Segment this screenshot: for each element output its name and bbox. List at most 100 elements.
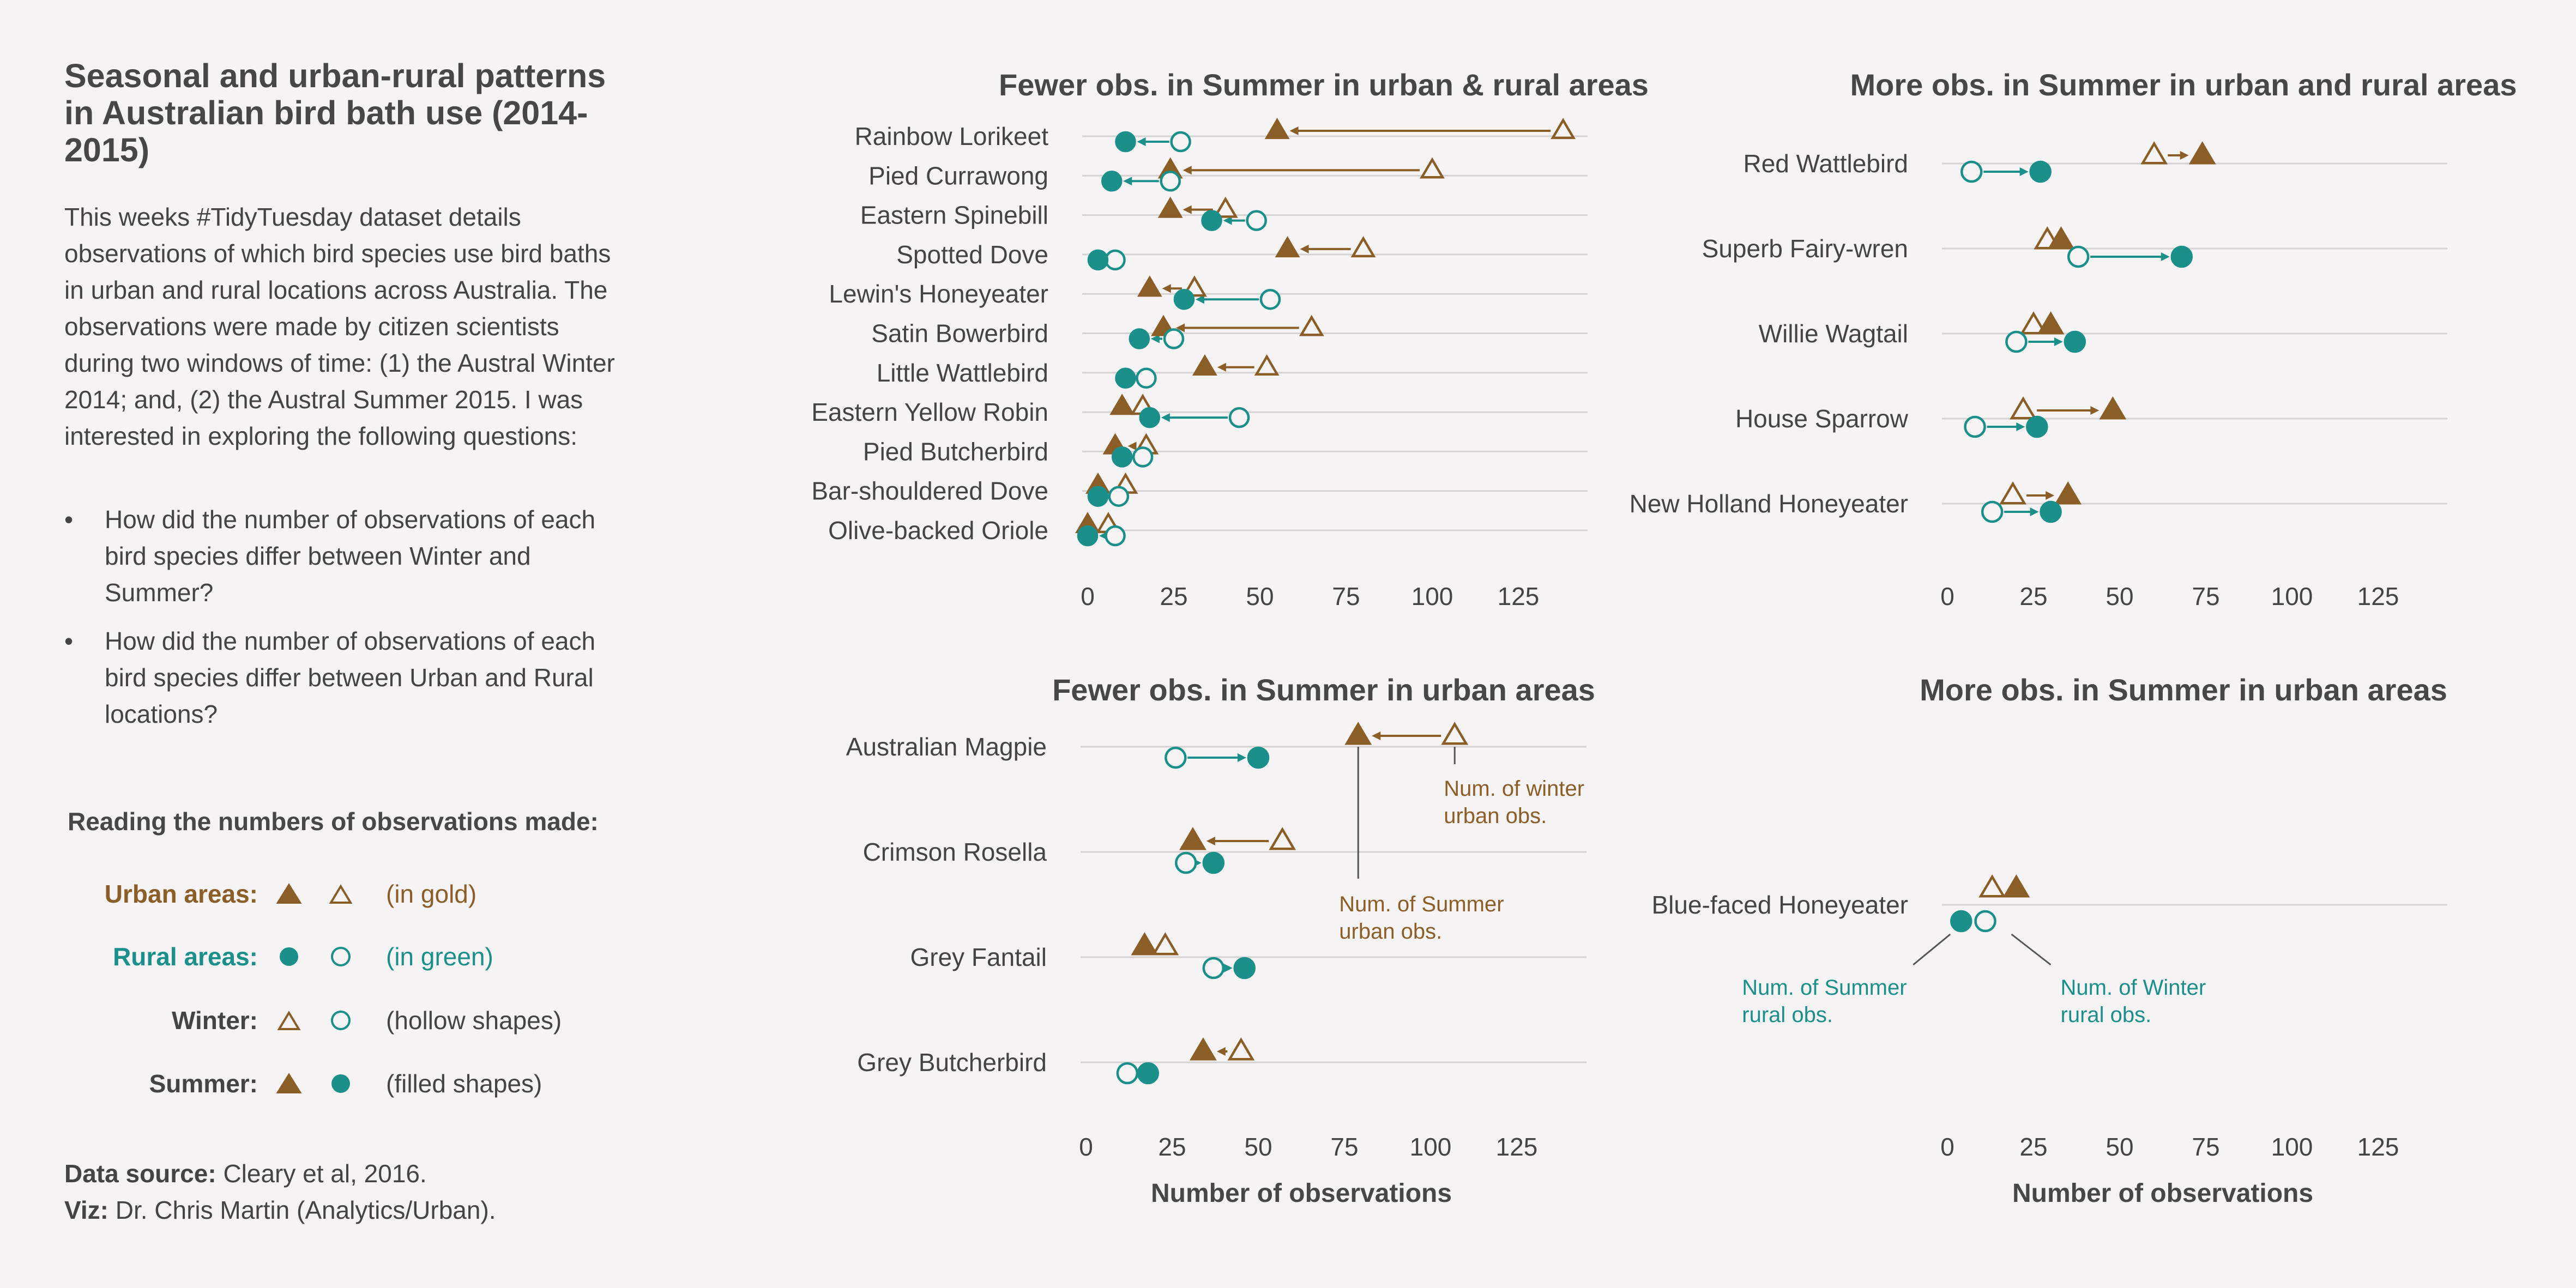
rural-winter-mark: [1259, 288, 1281, 310]
rural-summer-mark: [1950, 910, 1972, 933]
rural-winter-mark: [1960, 160, 1983, 183]
hollow-circle-icon: [331, 1011, 351, 1030]
x-tick-label: 125: [1496, 1133, 1538, 1161]
urban-winter-mark: [1212, 196, 1238, 218]
urban-winter-mark: [1227, 1037, 1255, 1061]
urban-arrow-head: [2180, 151, 2189, 160]
filled-triangle-icon: [276, 1073, 302, 1093]
chart-title: More obs. in Summer in urban and rural a…: [1850, 68, 2517, 102]
urban-winter-mark: [1350, 236, 1376, 258]
x-tick-label: 75: [1330, 1133, 1358, 1161]
x-tick-label: 0: [1940, 1133, 1954, 1161]
legend-row-rural: Rural areas: (in green): [0, 938, 627, 976]
x-tick-label: 0: [1079, 1133, 1093, 1161]
bird-label: Eastern Spinebill: [860, 201, 1048, 229]
urban-summer-mark: [1192, 354, 1217, 376]
rural-summer-mark: [1139, 407, 1161, 428]
urban-winter-mark: [1551, 118, 1576, 140]
rural-summer-mark: [2040, 500, 2062, 523]
bird-label: Olive-backed Oriole: [828, 516, 1048, 545]
bird-label: Lewin's Honeyeater: [829, 280, 1048, 308]
bird-label: Pied Currawong: [868, 161, 1048, 190]
urban-summer-mark: [1109, 394, 1135, 415]
x-tick-label: 0: [1081, 582, 1095, 610]
x-tick-label: 100: [1411, 582, 1453, 610]
urban-winter-mark: [1269, 827, 1296, 850]
rural-summer-mark: [1087, 249, 1109, 271]
rural-summer-mark: [1087, 486, 1109, 507]
rural-summer-mark: [2029, 160, 2052, 183]
bird-label: Satin Bowerbird: [871, 319, 1048, 348]
urban-winter-mark: [2020, 311, 2047, 335]
bird-label: Superb Fairy-wren: [1702, 234, 1908, 263]
urban-arrow-head: [1127, 442, 1137, 451]
rural-summer-mark: [1173, 288, 1195, 310]
urban-arrow-head: [2090, 406, 2100, 415]
urban-winter-mark: [1441, 722, 1469, 745]
urban-summer-mark: [1344, 722, 1372, 745]
rural-winter-mark: [1105, 525, 1126, 547]
urban-summer-mark: [2002, 874, 2030, 898]
filled-circle-icon: [331, 1074, 350, 1093]
legend-label-urban: Urban areas:: [104, 880, 258, 908]
urban-arrow-head: [1216, 1047, 1226, 1056]
rural-arrow-head: [2016, 422, 2025, 431]
bird-label: House Sparrow: [1735, 404, 1909, 433]
callout-line-winter-rural: [2011, 933, 2052, 966]
x-axis-label: Number of observations: [2012, 1179, 2313, 1208]
rural-summer-mark: [2170, 245, 2193, 268]
urban-summer-mark: [2047, 226, 2075, 250]
urban-arrow-head: [1217, 362, 1226, 372]
filled-triangle-icon: [276, 883, 302, 904]
urban-summer-mark: [1275, 236, 1300, 258]
urban-summer-mark: [1137, 275, 1162, 297]
bird-label: Pied Butcherbird: [863, 437, 1048, 465]
hollow-triangle-icon: [329, 884, 353, 904]
urban-arrow-head: [1162, 284, 1171, 293]
x-tick-label: 50: [2106, 582, 2133, 610]
x-tick-label: 100: [1410, 1133, 1452, 1161]
bird-label: Blue-faced Honeyeater: [1651, 891, 1908, 919]
x-tick-label: 25: [2019, 582, 2047, 610]
bird-label: Australian Magpie: [846, 733, 1047, 761]
callout-text-summer-urban: urban obs.: [1339, 920, 1442, 944]
chart-title: More obs. in Summer in urban areas: [1920, 673, 2447, 707]
urban-summer-mark: [1131, 932, 1159, 956]
rural-winter-mark: [1132, 446, 1154, 468]
question-item: How did the number of observations of ea…: [64, 623, 631, 733]
rural-arrow-head: [1123, 177, 1132, 186]
legend-label-rural: Rural areas:: [113, 942, 258, 971]
urban-winter-mark: [1978, 874, 2006, 898]
x-tick-label: 0: [1940, 582, 1954, 610]
urban-summer-mark: [1157, 196, 1183, 218]
question-item: How did the number of observations of ea…: [64, 501, 631, 611]
urban-winter-mark: [2140, 141, 2168, 165]
legend-desc-winter: (hollow shapes): [386, 1006, 562, 1035]
bird-label: Rainbow Lorikeet: [855, 122, 1049, 150]
footer: Data source: Cleary et al, 2016. Viz: Dr…: [64, 1156, 496, 1229]
rural-arrow-head: [1161, 413, 1170, 422]
callout-text-summer-rural: rural obs.: [1742, 1003, 1833, 1027]
intro-text: This weeks #TidyTuesday dataset details …: [64, 203, 615, 450]
urban-summer-mark: [2099, 396, 2127, 420]
legend-desc-rural: (in green): [386, 942, 493, 971]
rural-winter-mark: [1974, 910, 1996, 933]
legend-row-winter: Winter: (hollow shapes): [0, 1001, 627, 1039]
hollow-triangle-icon: [277, 1011, 301, 1030]
source-label: Data source:: [64, 1159, 216, 1188]
urban-arrow-head: [1289, 126, 1299, 135]
rural-summer-mark: [1115, 367, 1136, 389]
x-axis-label: Number of observations: [1151, 1179, 1452, 1208]
legend-summer-symbols: [276, 1073, 350, 1093]
bird-label: Spotted Dove: [896, 240, 1048, 269]
rural-winter-mark: [1175, 851, 1197, 874]
rural-summer-mark: [1137, 1062, 1160, 1085]
x-tick-label: 125: [2357, 582, 2399, 610]
urban-winter-mark: [1420, 157, 1445, 179]
rural-winter-mark: [1108, 486, 1130, 507]
urban-winter-mark: [2010, 396, 2037, 420]
rural-arrow-head: [2054, 337, 2063, 346]
x-tick-label: 100: [2271, 1133, 2313, 1161]
legend-label-winter: Winter:: [171, 1006, 258, 1035]
